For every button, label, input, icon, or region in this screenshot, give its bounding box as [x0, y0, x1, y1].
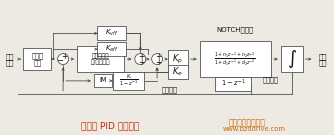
Text: $1-z^{-1}$: $1-z^{-1}$: [221, 78, 245, 90]
Text: 实际: 实际: [319, 54, 328, 60]
Circle shape: [58, 54, 68, 65]
Text: +: +: [155, 58, 161, 67]
Bar: [97, 42, 127, 56]
Text: $K_p$: $K_p$: [172, 53, 183, 66]
Text: $\frac{1+n_1z^{-1}+n_2z^{-2}}{1+d_1z^{-1}+d_2z^{-2}}$: $\frac{1+n_1z^{-1}+n_2z^{-2}}{1+d_1z^{-1…: [214, 50, 256, 68]
Text: 位置反馈: 位置反馈: [162, 86, 178, 93]
Text: www.bzddrive.com: www.bzddrive.com: [223, 126, 286, 132]
Bar: [215, 77, 251, 91]
Text: 指令: 指令: [5, 54, 14, 60]
Bar: [168, 65, 188, 79]
Bar: [23, 48, 51, 70]
Text: 位置: 位置: [5, 60, 14, 66]
Text: 改进的 PID 控制算法: 改进的 PID 控制算法: [81, 121, 140, 130]
Text: 低通滤
波器: 低通滤 波器: [31, 52, 43, 66]
Text: +: +: [138, 52, 144, 61]
Bar: [113, 72, 144, 90]
Bar: [168, 50, 188, 68]
Text: $\frac{K_i}{1-z^{-1}}$: $\frac{K_i}{1-z^{-1}}$: [119, 73, 138, 89]
Text: $K_{aff}$: $K_{aff}$: [105, 44, 118, 54]
Bar: [94, 74, 112, 87]
Text: 线性误差限
制/死区滤波: 线性误差限 制/死区滤波: [91, 53, 111, 65]
Text: NOTCH滤波器: NOTCH滤波器: [217, 26, 254, 33]
Text: 位置: 位置: [319, 60, 328, 66]
Bar: [281, 46, 303, 72]
Text: +: +: [138, 58, 144, 67]
Circle shape: [152, 54, 163, 65]
Text: +: +: [155, 52, 161, 61]
Text: $K_{vff}$: $K_{vff}$: [105, 28, 118, 38]
Circle shape: [135, 54, 146, 65]
Text: $K_e$: $K_e$: [172, 66, 183, 78]
Text: +: +: [61, 52, 67, 61]
Text: 深圳博智达机器人: 深圳博智达机器人: [229, 118, 266, 127]
Text: $\int$: $\int$: [287, 48, 297, 70]
Bar: [200, 41, 271, 77]
Bar: [97, 26, 127, 40]
Text: IM: IM: [99, 77, 107, 83]
Text: −: −: [56, 57, 63, 66]
Text: 速度反馈: 速度反馈: [263, 77, 279, 83]
Bar: [77, 46, 125, 72]
